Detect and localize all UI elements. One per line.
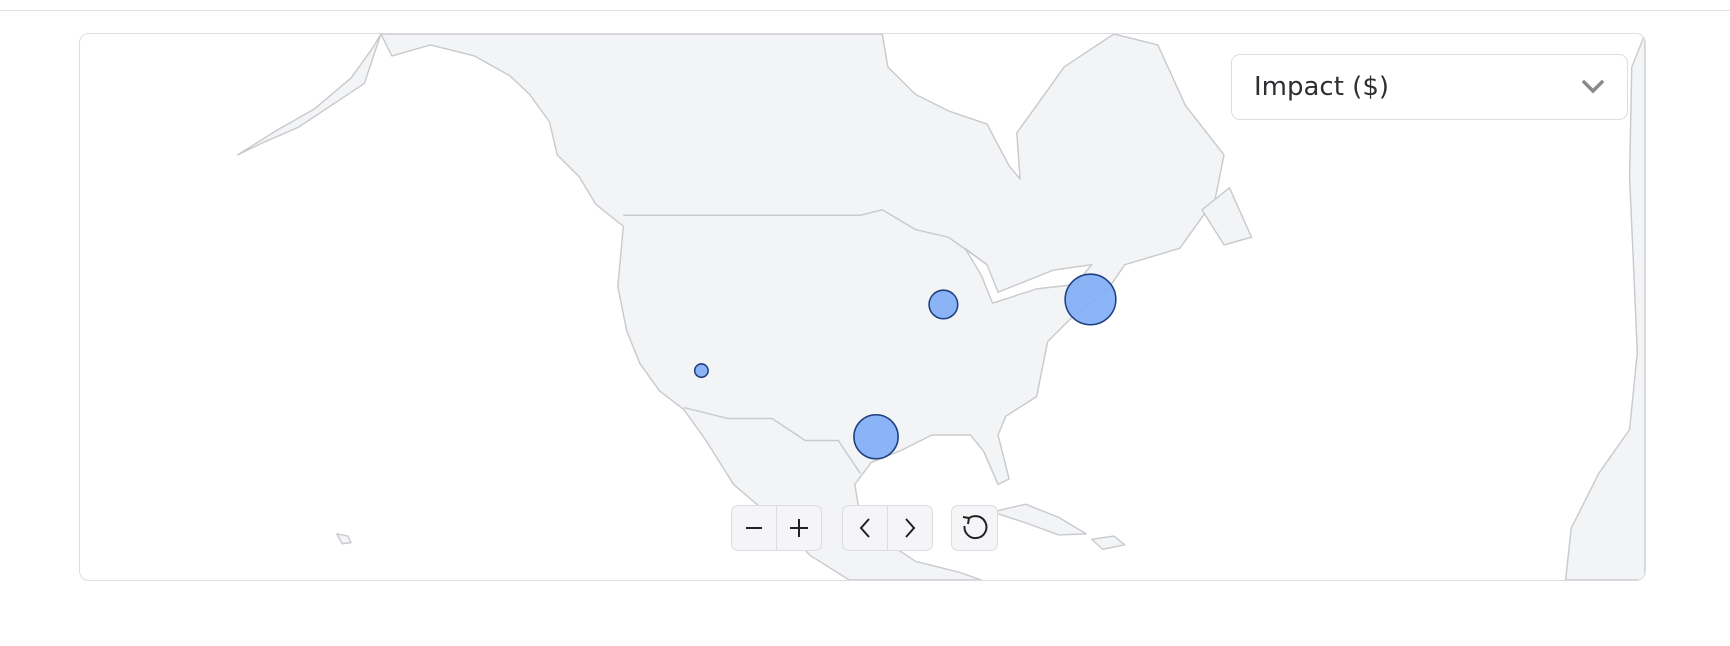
impact-bubble-2[interactable]: [928, 289, 959, 320]
impact-bubble-3[interactable]: [1064, 273, 1117, 326]
reset-icon: [962, 515, 987, 540]
pan-right-button[interactable]: [887, 506, 932, 550]
north-america-landmass: [380, 34, 1225, 580]
zoom-controls: [731, 505, 822, 551]
chevron-down-icon: [1582, 80, 1604, 94]
us-canada-border: [623, 209, 988, 266]
newfoundland: [1201, 187, 1253, 246]
metric-select[interactable]: Impact ($): [1231, 54, 1628, 120]
chevron-left-icon: [859, 518, 870, 538]
great-lakes: [964, 247, 1093, 304]
map-card: Impact ($): [79, 33, 1646, 581]
reset-controls: [951, 505, 998, 551]
top-divider: [0, 10, 1730, 11]
zoom-in-button[interactable]: [776, 506, 821, 550]
impact-bubble-1[interactable]: [693, 363, 709, 379]
us-mexico-border: [683, 406, 861, 474]
chevron-right-icon: [905, 518, 916, 538]
map-canvas[interactable]: [80, 34, 1645, 580]
minus-icon: [746, 527, 762, 529]
greenland: [1564, 34, 1645, 580]
alaska-peninsula: [236, 34, 382, 156]
reset-view-button[interactable]: [952, 506, 997, 550]
pan-controls: [842, 505, 933, 551]
zoom-out-button[interactable]: [732, 506, 776, 550]
metric-select-value: Impact ($): [1254, 72, 1390, 102]
impact-bubble-4[interactable]: [853, 413, 899, 460]
pan-left-button[interactable]: [843, 506, 887, 550]
plus-icon: [790, 519, 808, 537]
hawaii: [336, 533, 352, 545]
cuba: [991, 503, 1087, 536]
hispaniola: [1091, 535, 1126, 550]
